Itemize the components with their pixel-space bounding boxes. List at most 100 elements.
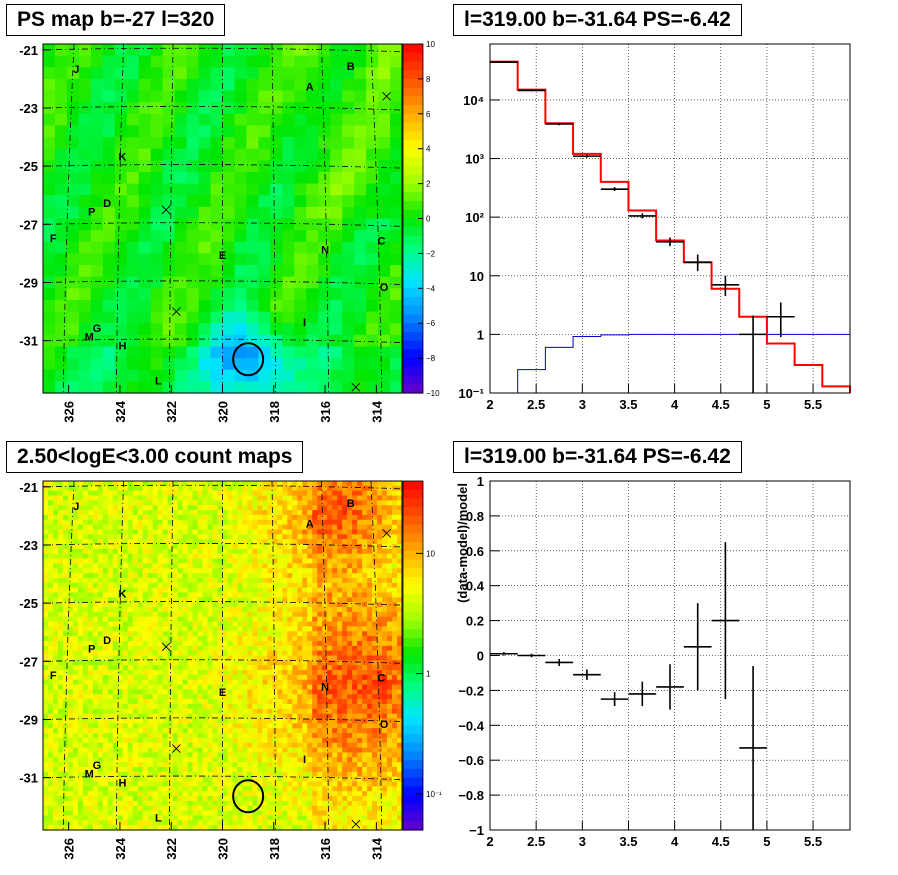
map-pixel [270,125,283,138]
map-pixel [54,381,68,394]
map-pixel [297,805,303,812]
map-pixel [282,655,288,661]
map-pixel [186,323,200,336]
map-pixel [92,602,99,608]
map-pixel [162,524,169,531]
map-pixel [72,679,79,686]
map-pixel [217,825,224,831]
map-pixel [67,655,74,661]
map-pixel [197,626,204,632]
map-pixel [77,616,84,623]
map-pixel [252,665,259,671]
map-pixel [366,90,379,103]
map-pixel [142,500,149,506]
map-pixel [232,548,239,555]
map-pixel [318,44,331,57]
map-pixel [217,786,224,792]
map-pixel [47,514,54,521]
map-pixel [82,747,89,754]
map-pixel [237,587,244,594]
map-pixel [67,757,74,763]
map-pixel [54,288,68,301]
map-pixel [137,592,144,598]
map-pixel [172,670,179,676]
map-pixel [312,621,318,628]
map-pixel [232,485,239,492]
map-pixel [272,573,278,579]
map-pixel [167,670,174,676]
map-pixel [97,553,104,560]
map-pixel [390,183,403,196]
map-pixel [207,733,214,739]
map-pixel [257,592,263,598]
map-pixel [57,573,64,579]
map-pixel [378,299,391,313]
map-pixel [262,544,268,550]
map-pixel [267,636,273,642]
map-pixel [312,490,318,497]
map-pixel [43,534,49,540]
map-pixel [82,582,89,589]
map-pixel [52,505,59,511]
map-pixel [127,553,134,560]
map-pixel [162,815,169,821]
map-pixel [307,771,313,778]
map-pixel [67,742,74,749]
map-pixel [222,288,236,301]
map-pixel [307,655,313,661]
map-pixel [152,771,159,778]
map-pixel [222,524,229,531]
map-pixel [232,737,239,744]
map-pixel [312,534,318,540]
colorbar-tick-label: 4 [426,145,431,154]
map-pixel [147,766,154,773]
map-pixel [247,558,254,565]
map-pixel [202,757,209,763]
map-pixel [97,582,104,589]
map-pixel [302,713,308,720]
map-pixel [102,796,109,802]
map-pixel [292,810,298,817]
map-pixel [302,640,308,647]
map-pixel [66,323,80,336]
map-pixel [72,582,79,589]
map-pixel [330,369,343,382]
map-pixel [312,670,318,676]
map-pixel [167,544,174,550]
map-pixel [43,323,56,336]
map-pixel [127,587,134,594]
map-pixel [307,800,313,807]
map-pixel [187,495,194,501]
map-pixel [90,253,104,266]
map-pixel [177,577,184,584]
map-pixel [177,621,184,628]
map-pixel [172,611,179,618]
map-pixel [197,800,204,807]
map-pixel [202,592,209,598]
map-pixel [142,524,149,531]
map-pixel [390,299,403,313]
map-pixel [297,781,303,787]
map-pixel [330,276,343,289]
map-pixel [147,563,154,569]
y-tick-label: -27 [19,217,38,232]
map-pixel [312,708,318,715]
map-pixel [142,781,149,787]
map-pixel [217,495,224,501]
map-pixel [307,597,313,603]
map-pixel [107,679,114,686]
map-pixel [217,742,224,749]
map-pixel [167,713,174,720]
map-pixel [177,742,184,749]
map-pixel [97,626,104,632]
source-label: M [85,332,94,344]
map-pixel [97,592,104,598]
map-pixel [122,577,129,584]
colorbar-segment [403,183,423,193]
map-pixel [43,703,49,710]
map-pixel [142,820,149,826]
map-pixel [126,288,140,301]
map-pixel [202,786,209,792]
map-pixel [252,519,259,526]
map-pixel [342,381,355,394]
